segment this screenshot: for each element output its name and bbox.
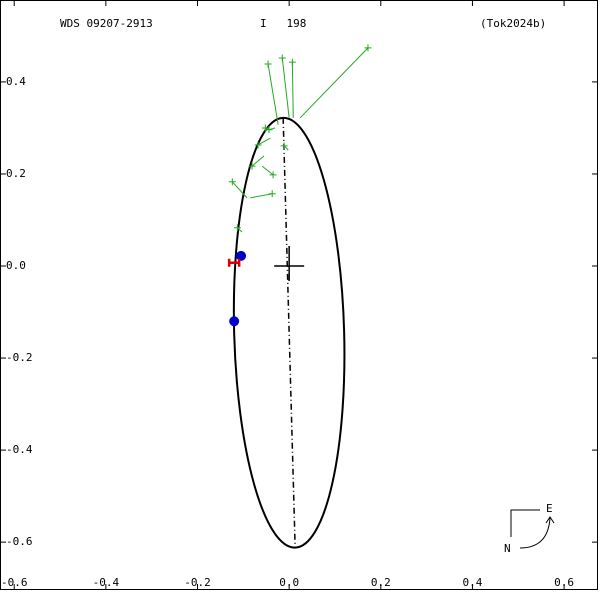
residual: [251, 155, 265, 167]
observation: [269, 171, 277, 179]
observation: [268, 190, 276, 198]
residual: [281, 57, 290, 118]
compass: E N: [504, 502, 555, 555]
observation: [248, 162, 256, 170]
observation: [288, 58, 296, 66]
recent-observation: [229, 316, 240, 327]
x-tick-label: -0.6: [1, 576, 28, 589]
primary-star: [274, 246, 305, 282]
residual: [261, 165, 274, 176]
residual: [283, 145, 289, 151]
observation: [278, 54, 286, 62]
observation: [261, 124, 269, 132]
x-tick-label: -0.2: [184, 576, 211, 589]
y-tick-label: -0.2: [6, 351, 33, 364]
observation: [233, 224, 241, 232]
observation: [265, 126, 273, 134]
line-of-apsides: [282, 117, 296, 548]
subtitle: I 198: [260, 17, 306, 30]
x-tick-label: 0.4: [463, 576, 483, 589]
residual: [250, 193, 273, 199]
observation: [228, 178, 236, 186]
observation: [364, 44, 372, 52]
residual: [257, 137, 271, 146]
recent-observation: [236, 250, 247, 261]
observation: [280, 142, 288, 150]
residual: [237, 227, 243, 233]
residual: [267, 63, 279, 125]
observation: [254, 141, 262, 149]
residual: [231, 181, 248, 199]
reference: (Tok2024b): [480, 17, 546, 30]
compass-north: N: [504, 542, 511, 555]
residual: [299, 47, 369, 119]
y-tick-label: -0.4: [6, 443, 33, 456]
residual: [291, 62, 294, 118]
frame: [0, 0, 598, 590]
observation: [264, 60, 272, 68]
y-tick-label: 0.2: [6, 167, 26, 180]
compass-east: E: [546, 502, 553, 515]
x-tick-label: 0.2: [371, 576, 391, 589]
x-tick-label: -0.4: [93, 576, 120, 589]
x-tick-label: 0.6: [554, 576, 574, 589]
y-tick-label: 0.4: [6, 75, 26, 88]
x-tick-label: 0.0: [279, 576, 299, 589]
orbit: [232, 116, 346, 549]
speckle-observation: [227, 258, 241, 267]
chart-title: WDS 09207-2913: [60, 17, 153, 30]
y-tick-label: 0.0: [6, 259, 26, 272]
y-tick-label: -0.6: [6, 535, 33, 548]
